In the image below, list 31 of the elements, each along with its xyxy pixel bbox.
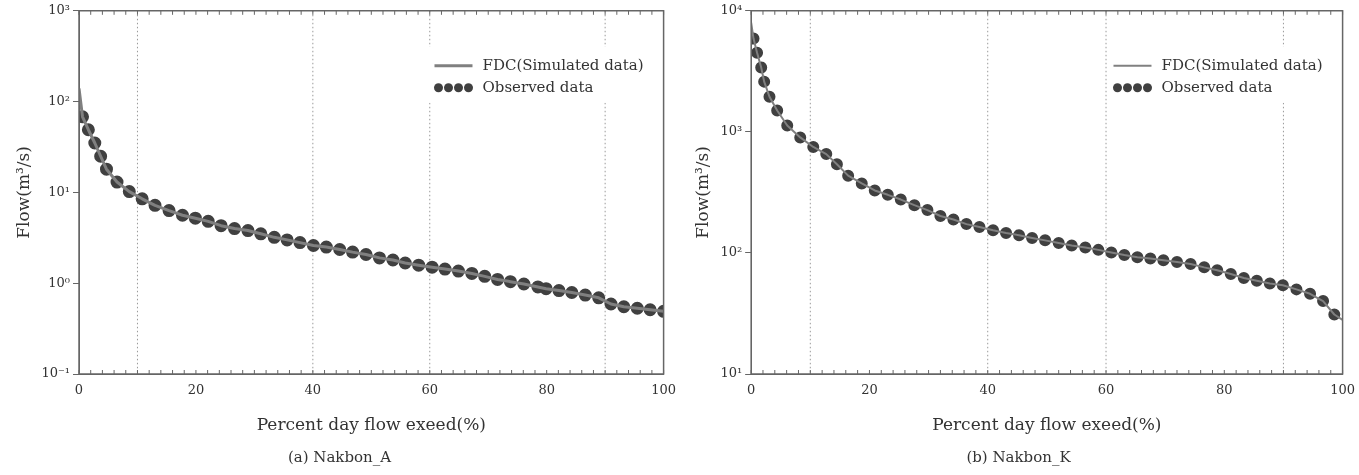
x-tick-label: 60	[1097, 382, 1115, 398]
y-tick-label: 10²	[720, 244, 743, 260]
x-tick-label: 60	[421, 382, 439, 398]
x-tick-label: 40	[304, 382, 322, 398]
legend-label: Observed data	[482, 77, 594, 96]
legend-label: FDC(Simulated data)	[1161, 55, 1323, 74]
legend-label: Observed data	[1161, 77, 1273, 96]
x-tick-label: 100	[651, 382, 677, 398]
y-tick-label: 10¹	[48, 183, 71, 199]
x-axis-title: Percent day flow exeed(%)	[256, 414, 486, 435]
x-tick-label: 20	[861, 382, 878, 398]
y-tick-label: 10⁻¹	[41, 365, 71, 381]
x-tick-label: 80	[538, 382, 555, 398]
x-tick-label: 100	[1330, 382, 1356, 398]
y-tick-label: 10⁰	[48, 274, 71, 290]
x-tick-label: 0	[747, 382, 756, 398]
y-tick-label: 10³	[720, 123, 743, 139]
x-axis-title: Percent day flow exeed(%)	[932, 414, 1162, 435]
y-tick-label: 10²	[48, 92, 71, 108]
y-tick-label: 10¹	[720, 365, 743, 381]
x-tick-label: 20	[187, 382, 205, 398]
x-tick-label: 40	[979, 382, 996, 398]
y-axis-title: Flow(m³/s)	[691, 146, 712, 239]
text: (a) Nakbon_A	[286, 448, 393, 466]
y-tick-label: 10³	[48, 2, 71, 18]
x-tick-label: 0	[74, 382, 84, 398]
legend-label: FDC(Simulated data)	[482, 55, 644, 74]
y-tick-label: 10⁴	[720, 2, 743, 18]
text: (b) Nakbon_K	[965, 448, 1072, 466]
x-tick-label: 80	[1216, 382, 1233, 398]
y-axis-title: Flow(m³/s)	[12, 146, 33, 239]
